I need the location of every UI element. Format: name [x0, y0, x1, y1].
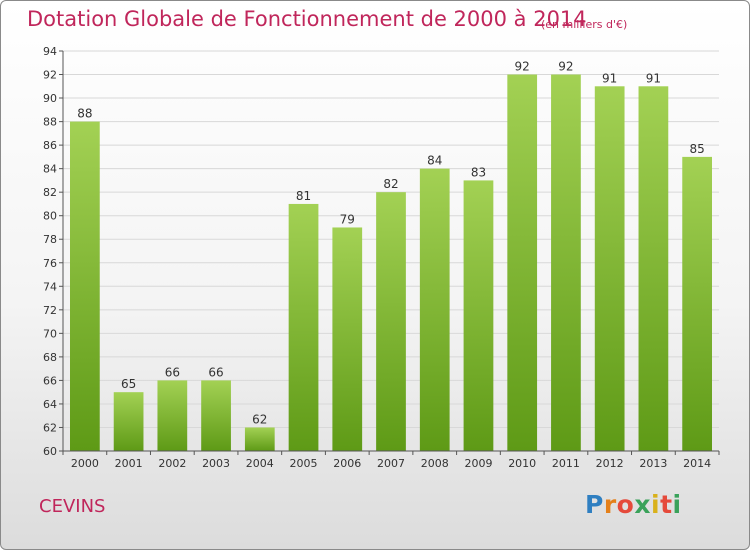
- bar-2011: [551, 74, 581, 451]
- data-label: 92: [515, 60, 530, 74]
- y-tick-label: 80: [43, 210, 57, 223]
- x-tick-label: 2000: [71, 457, 99, 470]
- bar-2000: [69, 121, 100, 452]
- data-label: 66: [208, 365, 223, 379]
- bar-2004: [244, 427, 275, 451]
- y-tick-label: 70: [43, 327, 57, 340]
- x-tick-label: 2008: [421, 457, 449, 470]
- data-label: 92: [558, 60, 573, 74]
- x-tick-label: 2003: [202, 457, 230, 470]
- bar-2012: [594, 86, 625, 451]
- data-label: 84: [427, 154, 442, 168]
- y-tick-label: 92: [43, 69, 57, 82]
- y-tick-label: 90: [43, 92, 57, 105]
- bar-2010: [507, 74, 538, 451]
- data-label: 79: [340, 212, 355, 226]
- x-tick-label: 2006: [333, 457, 361, 470]
- data-label: 82: [383, 177, 398, 191]
- x-tick-label: 2014: [683, 457, 711, 470]
- y-tick-label: 78: [43, 233, 57, 246]
- data-label: 83: [471, 165, 486, 179]
- axes: [62, 51, 719, 452]
- x-axis-ticks: 2000 2001 2002 2003 2004 2005 2006 2007 2008 2009…: [62, 451, 720, 470]
- bar-2003: [201, 380, 231, 451]
- x-tick-label: 2002: [158, 457, 186, 470]
- data-label: 62: [252, 412, 267, 426]
- bars: [69, 74, 713, 452]
- data-label: 66: [165, 365, 180, 379]
- bar-2007: [376, 192, 406, 452]
- y-tick-label: 76: [43, 257, 57, 270]
- x-tick-label: 2013: [639, 457, 667, 470]
- x-tick-label: 2009: [464, 457, 492, 470]
- x-tick-label: 2007: [377, 457, 405, 470]
- commune-name: CEVINS: [39, 496, 106, 517]
- data-label: 81: [296, 189, 311, 203]
- bar-2008: [419, 168, 450, 451]
- x-tick-label: 2010: [508, 457, 536, 470]
- bar-2005: [288, 203, 319, 451]
- bar-2009: [463, 180, 494, 452]
- y-tick-label: 84: [43, 163, 57, 176]
- y-tick-label: 66: [43, 374, 57, 387]
- y-tick-label: 60: [43, 445, 57, 458]
- y-tick-label: 88: [43, 116, 57, 129]
- data-label: 91: [602, 71, 617, 85]
- y-tick-label: 74: [43, 280, 57, 293]
- bar-2001: [113, 392, 144, 451]
- bar-2002: [157, 380, 188, 451]
- y-tick-label: 64: [43, 398, 57, 411]
- chart-title: Dotation Globale de Fonctionnement de 20…: [27, 7, 587, 31]
- y-tick-label: 62: [43, 421, 57, 434]
- data-label: 88: [77, 107, 92, 121]
- bar-2013: [638, 86, 669, 451]
- x-tick-label: 2004: [246, 457, 274, 470]
- x-tick-label: 2005: [290, 457, 318, 470]
- y-tick-label: 68: [43, 351, 57, 364]
- y-tick-label: 94: [43, 45, 57, 58]
- y-axis-ticks: 60 62 64 66 68 70 72 74 76 78 80 82 84 86 88 90 92 94: [43, 45, 63, 458]
- data-label: 85: [689, 142, 704, 156]
- x-tick-label: 2001: [115, 457, 143, 470]
- x-tick-label: 2011: [552, 457, 580, 470]
- y-tick-label: 72: [43, 304, 57, 317]
- x-tick-label: 2012: [596, 457, 624, 470]
- proxiti-logo: Proxiti: [585, 490, 682, 519]
- bar-2014: [682, 156, 713, 451]
- y-tick-label: 86: [43, 139, 57, 152]
- bar-2006: [332, 227, 363, 451]
- chart-subtitle: (en milliers d'€): [541, 18, 628, 31]
- y-tick-label: 82: [43, 186, 57, 199]
- data-label: 91: [646, 71, 661, 85]
- data-label: 65: [121, 377, 136, 391]
- data-labels: 88 65 66 66 62 81 79 82 84 83 92 92 91 91 85: [77, 60, 705, 427]
